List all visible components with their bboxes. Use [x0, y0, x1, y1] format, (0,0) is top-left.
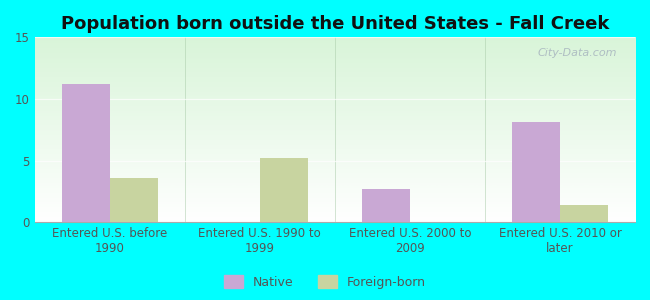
Bar [512, 122, 560, 222]
Bar [362, 189, 410, 222]
Legend: Native, Foreign-born: Native, Foreign-born [219, 270, 431, 294]
Bar [560, 205, 608, 222]
Bar [62, 84, 110, 222]
Bar [560, 205, 608, 222]
Bar [110, 178, 158, 222]
Bar [260, 158, 308, 222]
Bar [110, 178, 158, 222]
Bar [362, 189, 410, 222]
Title: Population born outside the United States - Fall Creek: Population born outside the United State… [60, 15, 609, 33]
Text: City-Data.com: City-Data.com [538, 48, 617, 59]
Bar [512, 122, 560, 222]
Bar [260, 158, 308, 222]
Bar [62, 84, 110, 222]
